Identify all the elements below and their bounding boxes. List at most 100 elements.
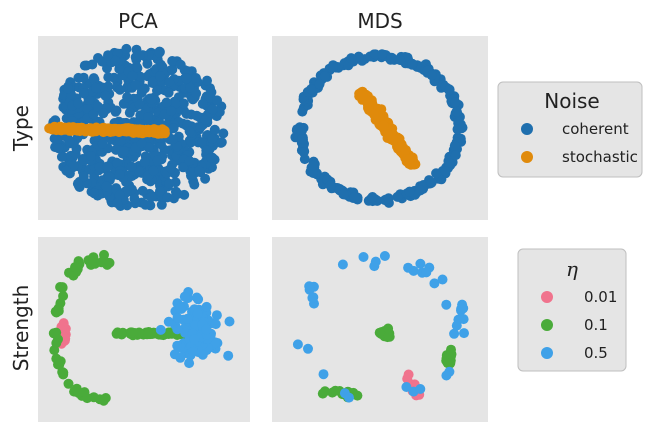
point-05 <box>303 343 313 354</box>
point-coherent <box>78 88 89 99</box>
point-coherent <box>61 165 72 176</box>
point-coherent <box>197 137 208 148</box>
point-01 <box>58 367 69 378</box>
point-coherent <box>395 55 406 66</box>
point-coherent <box>89 188 100 199</box>
legend-noise-label-coherent: coherent <box>562 120 629 138</box>
point-coherent <box>122 92 133 103</box>
point-coherent <box>450 97 461 108</box>
point-stochastic <box>404 154 415 164</box>
point-coherent <box>114 84 125 95</box>
point-coherent <box>167 134 178 145</box>
point-coherent <box>56 151 67 162</box>
point-05 <box>179 291 190 302</box>
point-coherent <box>89 74 100 85</box>
point-coherent <box>175 59 186 70</box>
point-coherent <box>306 84 316 95</box>
point-coherent <box>164 77 175 88</box>
point-coherent <box>154 47 165 58</box>
point-coherent <box>156 199 167 210</box>
point-coherent <box>62 83 73 94</box>
point-coherent <box>206 87 217 98</box>
point-05 <box>211 310 222 321</box>
column-title-pca: PCA <box>118 9 158 33</box>
point-05 <box>403 262 414 273</box>
point-coherent <box>68 160 79 171</box>
point-coherent <box>298 147 309 158</box>
legend-noise: Noise coherent stochastic <box>497 81 643 178</box>
point-coherent <box>181 108 192 119</box>
point-coherent <box>166 106 177 116</box>
point-05 <box>429 278 440 289</box>
point-coherent <box>209 124 220 135</box>
point-coherent <box>314 79 325 90</box>
point-05 <box>337 259 348 270</box>
point-coherent <box>449 140 460 151</box>
point-stochastic <box>74 125 85 136</box>
point-coherent <box>215 137 226 148</box>
point-coherent <box>178 98 189 109</box>
point-coherent <box>93 101 103 112</box>
point-01 <box>51 307 62 318</box>
point-05 <box>223 350 234 361</box>
point-coherent <box>114 169 125 180</box>
point-01 <box>86 259 96 270</box>
point-01 <box>143 328 154 339</box>
point-05 <box>172 312 183 323</box>
point-coherent <box>73 72 84 83</box>
point-05 <box>172 340 183 351</box>
point-coherent <box>167 56 178 66</box>
point-coherent <box>170 98 181 109</box>
point-coherent <box>112 158 123 169</box>
point-01 <box>49 345 60 356</box>
point-coherent <box>97 138 108 149</box>
point-coherent <box>103 50 113 61</box>
point-coherent <box>404 186 415 197</box>
point-coherent <box>207 133 218 144</box>
column-title-mds: MDS <box>357 9 402 33</box>
point-05 <box>192 308 203 319</box>
point-05 <box>441 299 452 310</box>
point-coherent <box>126 161 137 172</box>
point-coherent <box>189 179 200 190</box>
point-coherent <box>207 104 218 115</box>
legend-eta-swatch-05 <box>541 347 553 359</box>
point-coherent <box>134 166 145 177</box>
legend-eta-swatch-001 <box>541 291 553 303</box>
point-01 <box>384 331 395 342</box>
point-coherent <box>195 122 206 132</box>
row-label-strength: Strength <box>9 285 33 372</box>
point-coherent <box>308 160 318 171</box>
point-coherent <box>386 52 397 63</box>
point-coherent <box>88 109 99 120</box>
point-coherent <box>148 165 159 176</box>
point-stochastic <box>114 124 124 134</box>
point-coherent <box>161 97 172 108</box>
legend-eta-box <box>517 248 627 372</box>
point-coherent <box>353 51 364 62</box>
point-coherent <box>186 170 196 181</box>
point-01 <box>442 358 453 369</box>
point-05 <box>224 316 235 327</box>
point-coherent <box>112 198 123 209</box>
point-05 <box>155 324 166 335</box>
point-coherent <box>134 50 145 61</box>
point-05 <box>201 301 212 312</box>
point-coherent <box>297 106 308 117</box>
point-stochastic <box>61 123 72 134</box>
point-coherent <box>178 162 189 173</box>
legend-eta-label-01: 0.1 <box>584 316 608 334</box>
point-05 <box>415 384 426 394</box>
point-coherent <box>168 123 179 134</box>
point-01 <box>57 282 68 293</box>
point-01 <box>94 394 105 405</box>
point-01 <box>70 262 80 273</box>
legend-eta-label-05: 0.5 <box>584 344 608 362</box>
point-coherent <box>110 106 121 117</box>
point-stochastic <box>357 90 368 101</box>
point-coherent <box>139 157 150 167</box>
point-coherent <box>444 158 455 169</box>
point-05 <box>182 313 193 324</box>
point-coherent <box>444 84 455 95</box>
